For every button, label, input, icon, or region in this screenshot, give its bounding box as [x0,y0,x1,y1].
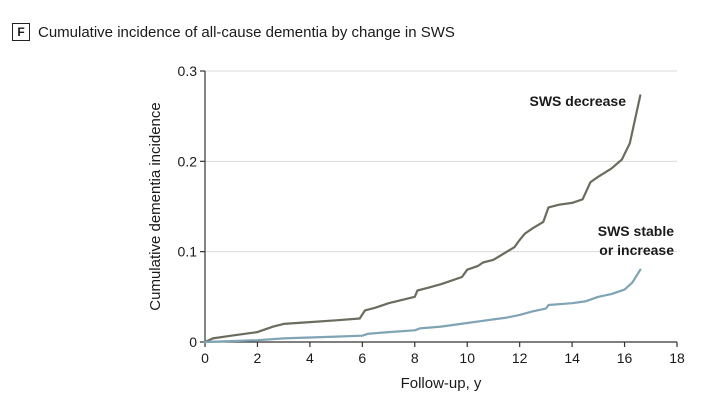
series-label-line: or increase [599,242,674,258]
y-tick-label-1: 0.1 [178,244,198,260]
x-tick-label-0: 0 [201,350,209,366]
x-tick-label-1: 2 [254,350,262,366]
x-tick-label-2: 4 [306,350,314,366]
series-label-0: SWS decrease [530,93,627,109]
series-label-1: SWS stable or increase [598,223,674,258]
series-line-1 [203,268,642,344]
x-tick-label-3: 6 [358,350,366,366]
x-tick-label-5: 10 [459,350,475,366]
y-tick-label-2: 0.2 [178,153,198,169]
series-line-0 [203,94,642,344]
gridlines [205,70,677,253]
series-lines [203,94,642,344]
axes [200,70,678,347]
x-tick-label-8: 16 [617,350,633,366]
x-axis-title: Follow-up, y [401,375,482,392]
panel-header: F Cumulative incidence of all-cause deme… [12,22,455,42]
x-tick-label-9: 18 [669,350,685,366]
y-tick-label-0: 0 [189,334,197,350]
x-tick-label-4: 8 [411,350,419,366]
tick-labels: 0 0.1 0.2 0.3 0 2 4 6 8 10 12 14 16 18 [178,63,685,366]
y-axis-title: Cumulative dementia incidence [147,102,164,310]
series-label-line: SWS stable [598,223,674,239]
x-tick-label-6: 12 [512,350,528,366]
series-label-line: SWS decrease [530,93,627,109]
x-tick-label-7: 14 [564,350,580,366]
panel-letter-badge: F [12,23,30,41]
panel-title: Cumulative incidence of all-cause dement… [38,23,455,41]
y-tick-label-3: 0.3 [178,63,198,79]
series-labels: SWS decrease SWS stable or increase [530,93,675,258]
